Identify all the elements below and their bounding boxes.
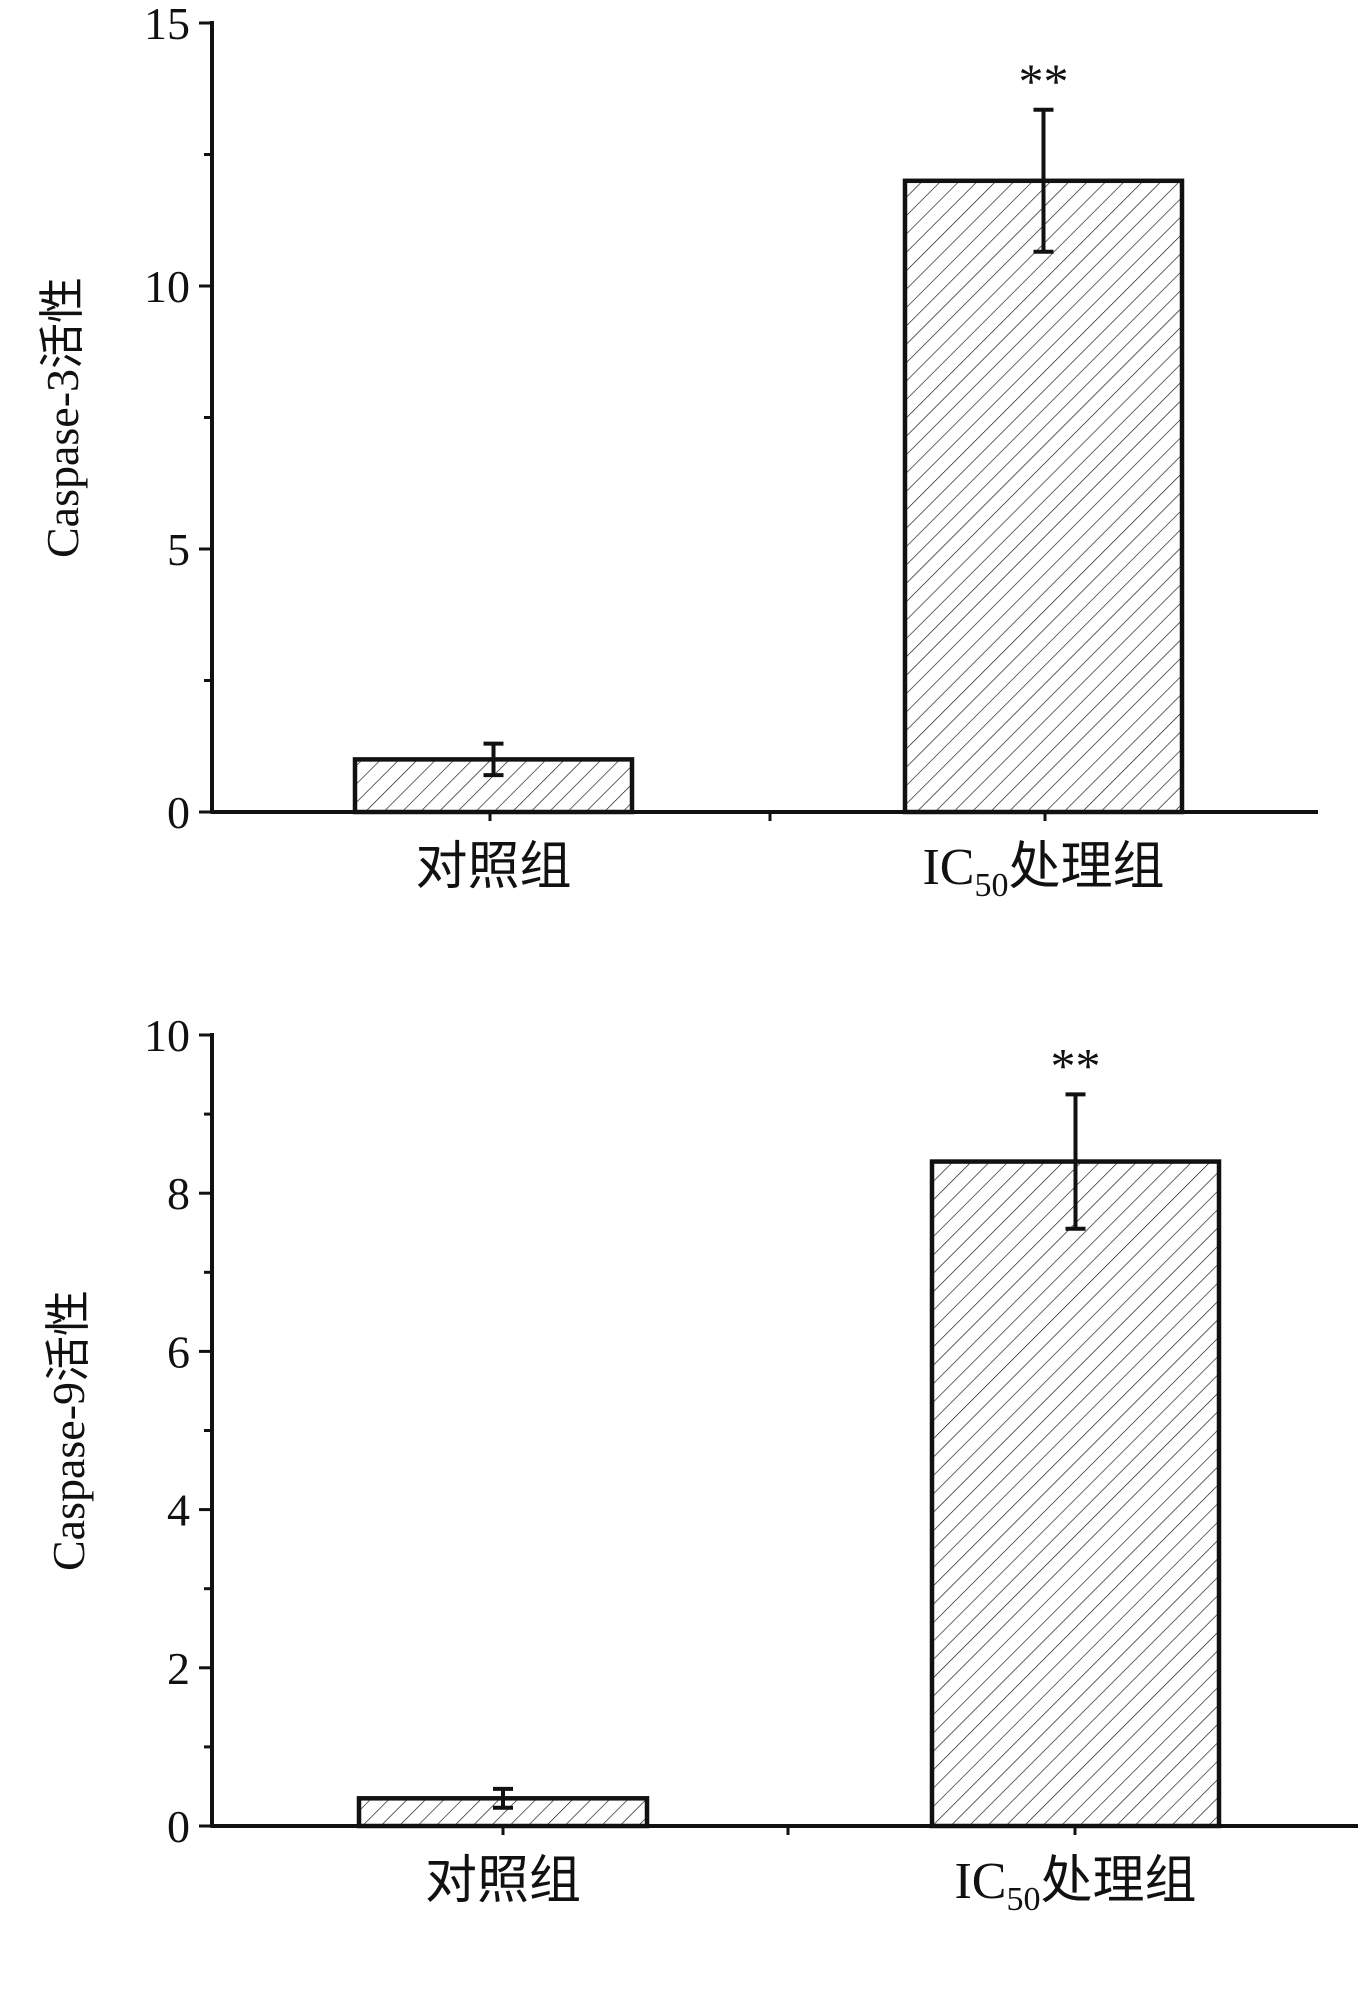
x-category-label: 对照组 [425, 1853, 581, 1910]
y-tick-label: 6 [167, 1326, 190, 1377]
y-tick-label: 15 [144, 0, 190, 49]
y-tick-label: 2 [167, 1643, 190, 1694]
category-label-subscript: 50 [1006, 1881, 1040, 1918]
x-category-label: IC50处理组 [954, 1853, 1196, 1918]
significance-mark: ** [1019, 53, 1069, 109]
y-tick-label: 8 [167, 1168, 190, 1219]
y-tick-label: 4 [167, 1485, 190, 1536]
significance-mark: ** [1051, 1037, 1101, 1093]
y-tick-label: 10 [144, 261, 190, 312]
caspase-9-chart: 0 2 4 6 8 10 对照组 ** IC50处理组 Caspase-9活性 [43, 1010, 1358, 1918]
y-axis-label: Caspase-9活性 [43, 1290, 94, 1571]
bar-ic50-treatment [929, 1159, 1222, 1829]
caspase-3-chart: 0 5 10 15 对照组 ** IC50处理组 Caspase-3活性 [37, 0, 1318, 904]
y-tick-label: 10 [144, 1010, 190, 1061]
category-label-main: IC [922, 839, 974, 896]
y-tick-label: 0 [167, 787, 190, 838]
x-category-label: IC50处理组 [922, 839, 1164, 904]
category-label-rest: 处理组 [1008, 839, 1164, 896]
y-axis-label: Caspase-3活性 [37, 277, 88, 558]
category-label-subscript: 50 [974, 867, 1008, 904]
x-category-label: 对照组 [415, 839, 571, 896]
y-tick-label: 0 [167, 1801, 190, 1852]
category-label-main: IC [954, 1853, 1006, 1910]
bar-ic50-treatment [902, 178, 1185, 815]
category-label-rest: 处理组 [1040, 1853, 1196, 1910]
y-tick-label: 5 [167, 524, 190, 575]
